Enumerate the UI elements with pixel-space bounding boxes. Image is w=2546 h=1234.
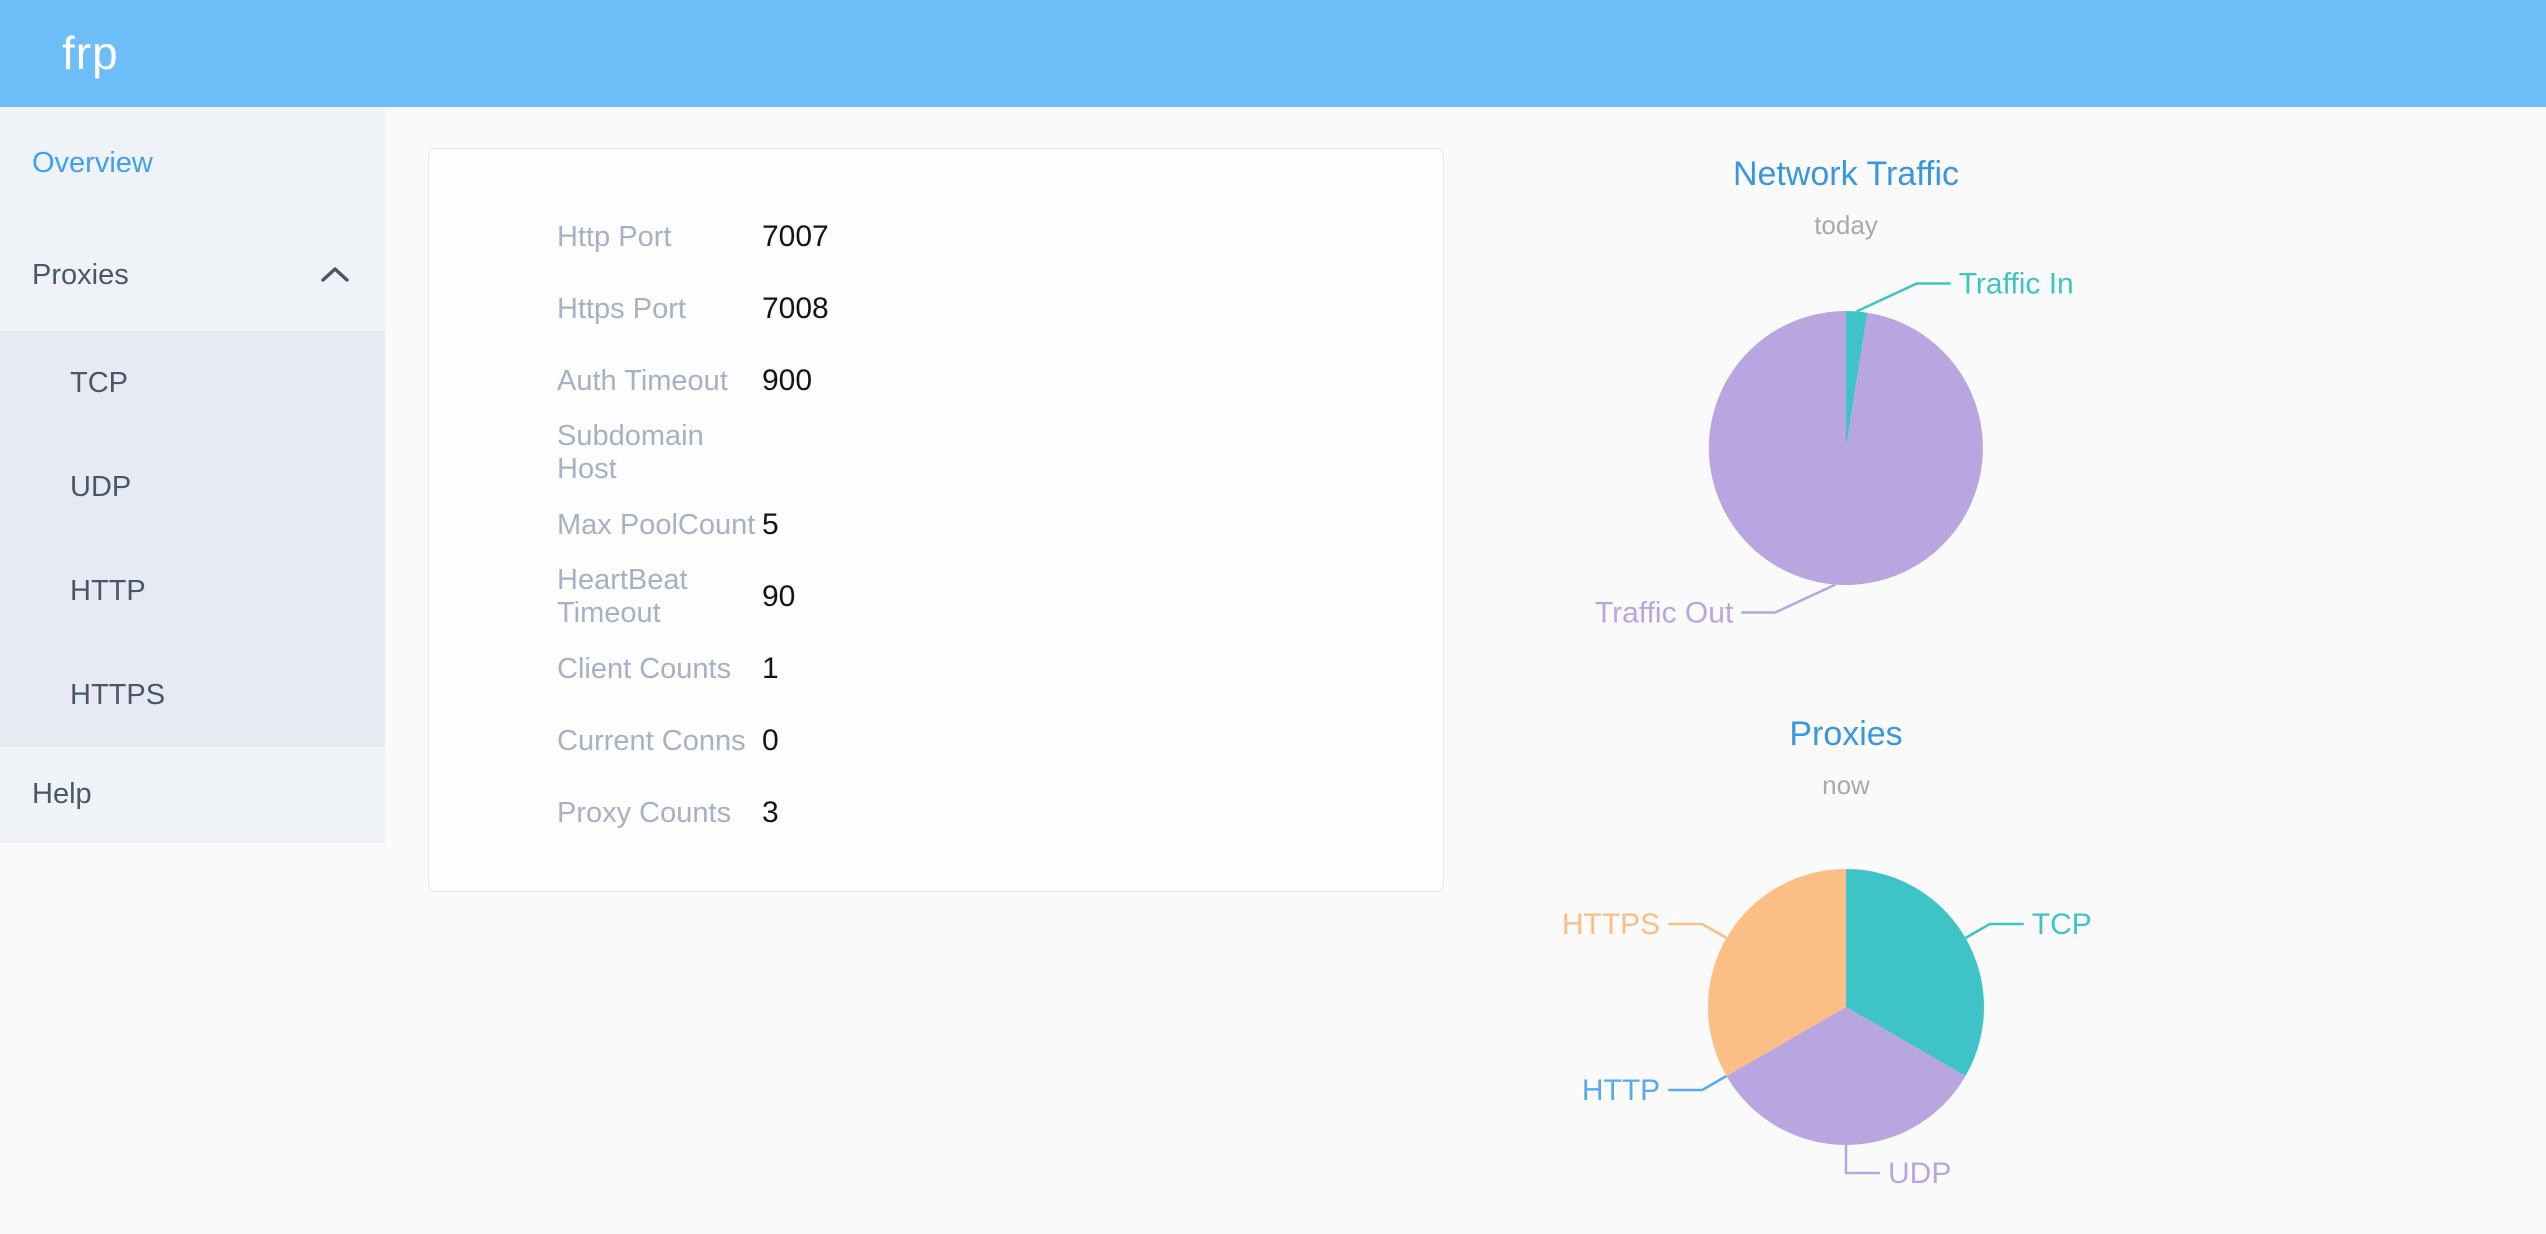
info-label: Current Conns	[557, 724, 746, 757]
pie-label-http: HTTP	[1582, 1074, 1660, 1107]
pie-label-line-udp	[1844, 1145, 1880, 1175]
pie-label-udp: UDP	[1888, 1157, 1951, 1190]
info-value: 5	[762, 508, 779, 541]
info-row-subdomain-host: Subdomain Host	[429, 417, 1443, 489]
sidebar-item-overview[interactable]: Overview	[0, 107, 385, 219]
sidebar-item-overview-label: Overview	[32, 146, 153, 179]
info-value: 7008	[762, 292, 829, 325]
pie-slice-tcp[interactable]	[1846, 869, 1984, 1076]
server-info-panel: Http Port 7007 Https Port 7008 Auth Time…	[428, 148, 1444, 892]
sidebar-proxies-submenu: TCP UDP HTTP HTTPS	[0, 331, 385, 747]
sidebar-item-tcp[interactable]: TCP	[0, 331, 385, 435]
sidebar-item-help-label: Help	[32, 778, 92, 810]
info-row-http-port: Http Port 7007	[429, 201, 1443, 273]
info-label: Proxy Counts	[557, 796, 732, 829]
info-label: Http Port	[557, 220, 672, 253]
sidebar-item-https[interactable]: HTTPS	[0, 643, 385, 747]
pie-slice-traffic-out[interactable]	[1708, 311, 1983, 585]
sidebar-item-udp[interactable]: UDP	[0, 435, 385, 539]
pie-label-traffic-out: Traffic Out	[1595, 597, 1734, 630]
chart-proxies-title: Proxies	[1789, 715, 1903, 753]
proxies-pie: TCP UDP HTTP HTTPS	[1562, 869, 2092, 1190]
pie-label-https: HTTPS	[1562, 908, 1660, 941]
info-row-heartbeat-timeout: HeartBeat Timeout 90	[429, 561, 1443, 633]
network-traffic-pie: Traffic In Traffic Out	[1595, 268, 2074, 630]
sidebar-item-proxies-label: Proxies	[32, 258, 129, 291]
chart-network-traffic-title: Network Traffic	[1732, 155, 1960, 193]
sidebar-item-help[interactable]: Help	[0, 747, 385, 842]
chevron-up-icon	[321, 266, 349, 282]
info-row-current-conns: Current Conns 0	[429, 705, 1443, 777]
info-value: 0	[762, 724, 779, 757]
info-row-client-counts: Client Counts 1	[429, 633, 1443, 705]
chart-proxies-subtitle: now	[1822, 770, 1870, 800]
info-row-proxy-counts: Proxy Counts 3	[429, 777, 1443, 849]
sidebar-item-http-label: HTTP	[70, 574, 146, 607]
pie-slice-https[interactable]	[1708, 869, 1846, 1076]
info-row-https-port: Https Port 7008	[429, 273, 1443, 345]
info-label: Subdomain Host	[557, 420, 704, 485]
pie-slice-traffic-in[interactable]	[1846, 311, 1868, 448]
sidebar: Overview Proxies TCP UDP HTTP HTTPS Help	[0, 107, 385, 843]
chart-proxies: Proxies now TCP UDP HTTP HTTPS	[1536, 700, 2156, 1234]
info-row-max-poolcount: Max PoolCount 5	[429, 489, 1443, 561]
pie-slice-udp[interactable]	[1726, 1007, 1966, 1145]
info-label: Https Port	[557, 292, 686, 325]
info-value: 3	[762, 796, 779, 829]
sidebar-item-https-label: HTTPS	[70, 678, 166, 711]
pie-label-line-traffic-out	[1741, 583, 1836, 614]
pie-label-line-tcp	[1964, 922, 2024, 940]
sidebar-item-proxies[interactable]: Proxies	[0, 219, 385, 331]
info-label: HeartBeat Timeout	[557, 564, 688, 629]
sidebar-item-tcp-label: TCP	[70, 366, 128, 399]
info-value: 90	[762, 580, 796, 613]
pie-label-line-traffic-in	[1856, 282, 1951, 313]
chart-network-traffic: Network Traffic today Traffic In Traffic …	[1536, 140, 2156, 680]
app-logo: frp	[62, 27, 119, 79]
pie-label-tcp: TCP	[2032, 908, 2092, 941]
info-label: Client Counts	[557, 652, 732, 685]
info-value: 1	[762, 652, 779, 685]
sidebar-item-udp-label: UDP	[70, 470, 132, 503]
sidebar-item-http[interactable]: HTTP	[0, 539, 385, 643]
pie-label-line-http	[1668, 1074, 1728, 1092]
info-row-auth-timeout: Auth Timeout 900	[429, 345, 1443, 417]
info-value: 900	[762, 364, 813, 397]
chart-network-traffic-subtitle: today	[1814, 210, 1878, 240]
pie-label-line-https	[1668, 922, 1728, 940]
app-header: frp	[0, 0, 2546, 107]
info-label: Max PoolCount	[557, 508, 756, 541]
info-value: 7007	[762, 220, 829, 253]
info-label: Auth Timeout	[557, 364, 728, 397]
pie-label-traffic-in: Traffic In	[1959, 268, 2074, 301]
